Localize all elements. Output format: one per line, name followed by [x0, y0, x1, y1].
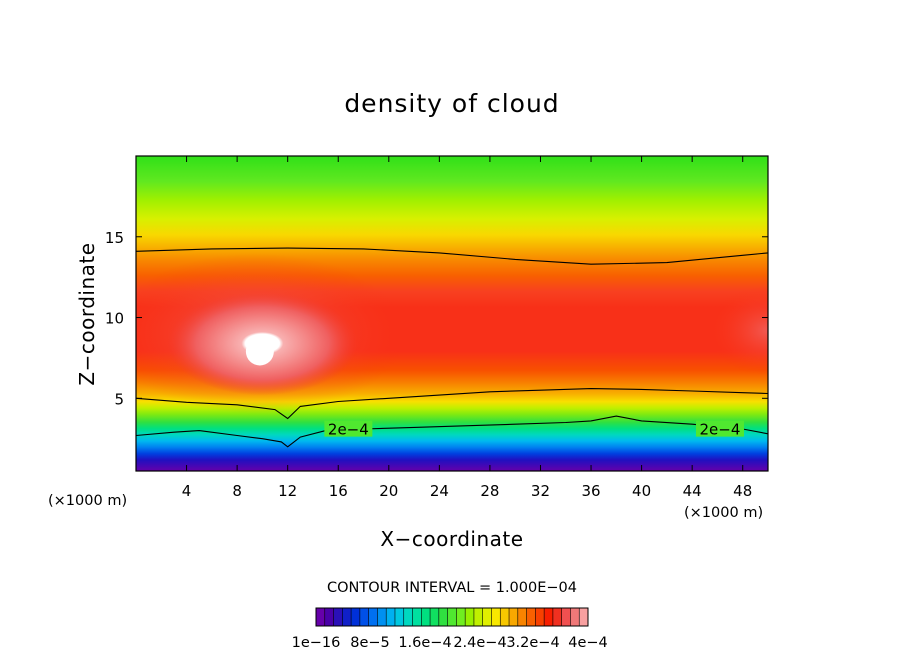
colorbar-swatch — [324, 608, 334, 626]
colorbar-swatch — [482, 608, 492, 626]
colorbar-swatch — [517, 608, 527, 626]
density-max-region-right — [708, 285, 768, 376]
colorbar-label: 1e−16 — [292, 635, 341, 651]
y-axis-label: Z−coordinate — [75, 242, 99, 385]
y-tick-label: 15 — [105, 229, 124, 247]
colorbar-swatch — [465, 608, 475, 626]
y-tick-label: 5 — [114, 390, 124, 408]
colorbar-frame — [315, 607, 589, 627]
colorbar-swatch — [403, 608, 413, 626]
colorbar-swatch — [552, 608, 562, 626]
colorbar-swatch — [316, 608, 326, 626]
colorbar-swatch — [412, 608, 422, 626]
colorbar — [315, 607, 589, 627]
colorbar-swatch — [561, 608, 571, 626]
colorbar-swatch — [438, 608, 448, 626]
colorbar-swatch — [394, 608, 405, 626]
contour-line — [136, 415, 768, 448]
colorbar-swatch — [579, 608, 589, 626]
colorbar-swatch — [351, 608, 361, 626]
colorbar-label: 4e−4 — [568, 635, 608, 651]
colorbar-label: 3.2e−4 — [506, 635, 559, 651]
colorbar-swatch — [359, 608, 369, 626]
colorbar-swatch — [421, 608, 431, 626]
colorbar-swatch — [430, 608, 440, 626]
colorbar-swatch — [342, 608, 352, 626]
x-tick-label: 24 — [430, 482, 449, 500]
colorbar-swatch — [447, 608, 457, 626]
x-tick-label: 8 — [232, 482, 242, 500]
colorbar-swatch — [500, 608, 510, 626]
colorbar-swatch — [377, 608, 387, 626]
contour-line — [136, 388, 768, 420]
colorbar-swatch — [526, 608, 536, 626]
colorbar-labels: 1e−16 8e−5 1.6e−4 2.4e−4 3.2e−4 4e−4 — [292, 635, 608, 651]
colorbar-swatch — [473, 608, 484, 626]
colorbar-swatch — [509, 608, 519, 626]
x-tick-label: 36 — [581, 482, 600, 500]
colorbar-label: 2.4e−4 — [453, 635, 506, 651]
x-tick-label: 48 — [733, 482, 752, 500]
contour-line — [136, 247, 768, 265]
x-tick-label: 32 — [531, 482, 550, 500]
chart-title: density of cloud — [344, 89, 559, 118]
colorbar-swatch — [544, 608, 554, 626]
colorbar-swatch — [456, 608, 466, 626]
contour-label: 2e−4 — [328, 421, 369, 439]
plot-frame — [135, 155, 769, 472]
colorbar-swatch — [491, 608, 501, 626]
x-tick-label: 28 — [480, 482, 499, 500]
contour-label-bg — [695, 420, 744, 437]
density-core-peak — [245, 337, 274, 366]
x-tick-label: 44 — [683, 482, 702, 500]
y-tick-label: 10 — [105, 310, 124, 328]
x-tick-label: 20 — [379, 482, 398, 500]
contour-label-bg — [324, 420, 373, 437]
x-tick-label: 12 — [278, 482, 297, 500]
colorbar-label: 8e−5 — [350, 635, 390, 651]
contour-interval: CONTOUR INTERVAL = 1.000E−04 — [327, 580, 577, 596]
colorbar-swatch — [570, 608, 580, 626]
x-axis-label: X−coordinate — [380, 527, 523, 551]
colorbar-swatch — [535, 608, 545, 626]
x-tick-label: 4 — [182, 482, 192, 500]
x-tick-label: 16 — [329, 482, 348, 500]
x-unit-left: (×1000 m) — [48, 493, 127, 509]
colorbar-swatch — [386, 608, 396, 626]
contour-label: 2e−4 — [700, 421, 741, 439]
x-tick-label: 40 — [632, 482, 651, 500]
colorbar-swatch — [368, 608, 378, 626]
colorbar-swatch — [333, 608, 343, 626]
colorbar-label: 1.6e−4 — [398, 635, 451, 651]
x-unit-right: (×1000 m) — [684, 505, 763, 521]
